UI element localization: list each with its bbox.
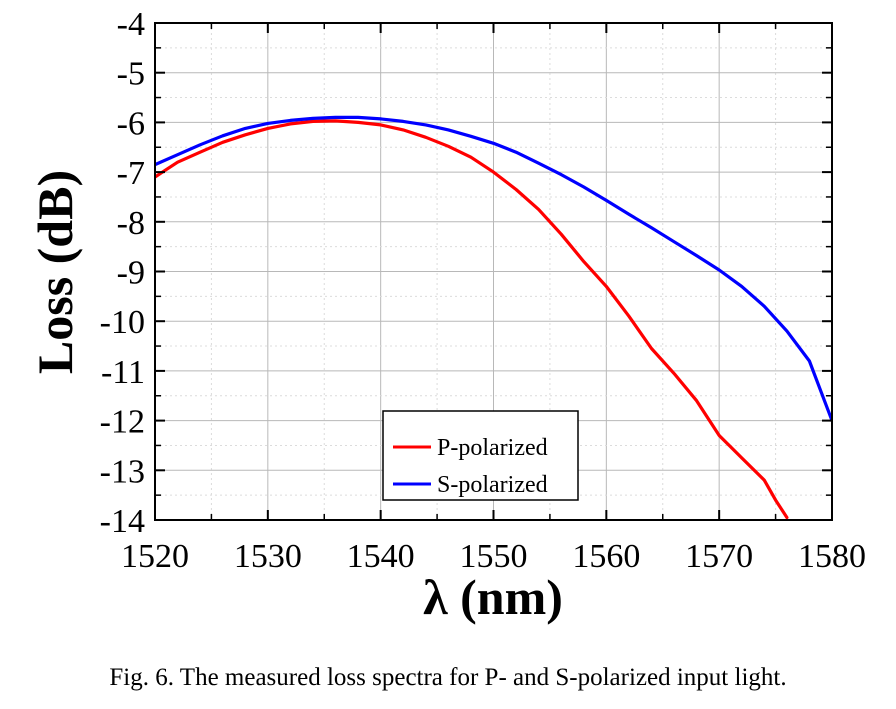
y-axis-label: Loss (dB) [27,170,83,374]
y-tick-label: -4 [117,6,145,43]
y-tick-label: -12 [100,404,145,441]
loss-spectra-chart: 1520 1530 1540 1550 1560 1570 1580 -4-5-6-7-8-… [27,6,866,625]
x-axis-label: λ (nm) [423,569,563,625]
legend-label-s-polarized: S-polarized [437,472,548,498]
x-tick-label: 1550 [460,538,528,575]
y-tick-label: -8 [117,205,145,242]
series-lines [155,115,832,520]
x-tick-labels: 1520 1530 1540 1550 1560 1570 1580 [121,538,866,575]
x-tick-label: 1520 [121,538,189,575]
y-tick-label: -5 [117,56,145,93]
y-tick-label: -14 [100,503,145,540]
y-tick-label: -7 [117,155,145,192]
x-tick-label: 1540 [347,538,415,575]
legend-label-p-polarized: P-polarized [437,435,548,461]
series-line-p-polarized [155,119,789,520]
axis-ticks [154,22,833,521]
y-tick-label: -11 [101,354,145,391]
x-tick-label: 1580 [798,538,866,575]
legend: P-polarized S-polarized [382,410,579,501]
y-tick-label: -13 [100,453,145,490]
x-tick-label: 1570 [685,538,753,575]
series-line-s-polarized [155,115,832,423]
x-tick-label: 1560 [572,538,640,575]
y-tick-labels: -4 -5 -6 -7 -8 -9 -10 -11 -12 -13 -14 [100,6,145,540]
y-tick-label: -9 [117,255,145,292]
y-tick-label: -6 [117,105,145,142]
x-tick-label: 1530 [234,538,302,575]
y-tick-label: -10 [100,304,145,341]
figure-caption: Fig. 6. The measured loss spectra for P-… [109,664,787,691]
